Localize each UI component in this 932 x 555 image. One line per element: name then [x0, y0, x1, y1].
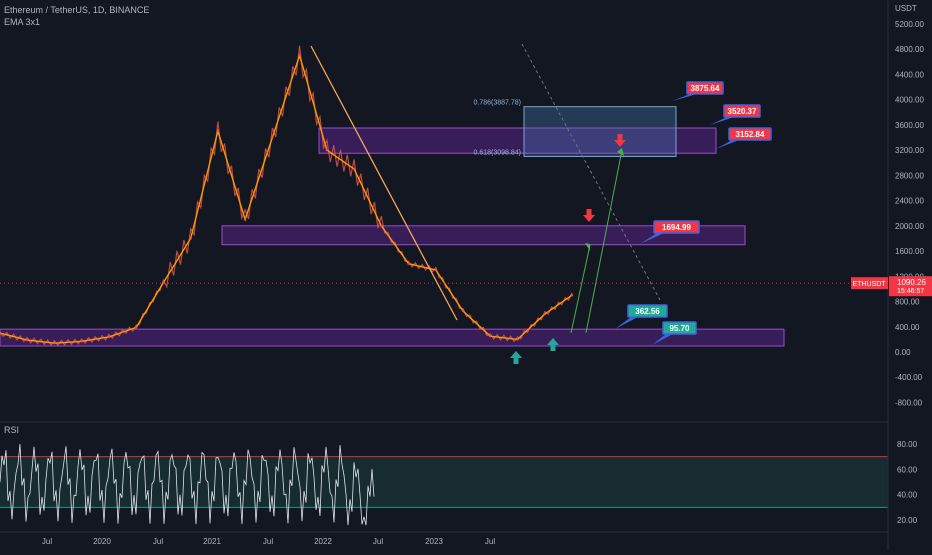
price-point	[380, 224, 383, 227]
projection-arrowhead	[617, 148, 624, 156]
time-tick-label: 2021	[203, 537, 221, 546]
fib-label: 0.618(3098.84)	[474, 149, 521, 156]
price-point	[570, 294, 574, 297]
callout-label: 1694.99	[662, 223, 691, 232]
rsi-tick-label: 80.00	[897, 440, 918, 449]
time-tick-label: 2022	[314, 537, 332, 546]
down-arrow-icon	[614, 134, 626, 147]
callout-label: 3152.84	[736, 130, 765, 139]
price-point	[243, 218, 247, 221]
rsi-tick-label: 60.00	[897, 465, 918, 474]
callout-label: 362.56	[635, 307, 660, 316]
callout-tail	[710, 117, 734, 125]
countdown-tag: 15:46:57	[897, 288, 924, 295]
price-tick-label: 1600.00	[895, 247, 924, 256]
price-tick-label: -800.00	[895, 398, 923, 407]
symbol-title: Ethereum / TetherUS, 1D, BINANCE	[4, 5, 150, 15]
price-point	[543, 312, 546, 316]
callout-box	[627, 304, 668, 318]
callout-label: 3875.64	[691, 84, 720, 93]
price-point	[0, 331, 2, 335]
price-axis-unit: USDT	[895, 4, 917, 13]
price-tick-label: 400.00	[895, 323, 920, 332]
price-point	[216, 129, 220, 133]
price-point	[461, 309, 465, 313]
projection-arrow-1	[570, 244, 591, 334]
price-tick-label: 3200.00	[895, 146, 924, 155]
price-tick-label: -400.00	[895, 373, 923, 382]
callout-box	[723, 104, 761, 118]
price-tick-label: 4400.00	[895, 70, 924, 79]
rsi-tick-label: 40.00	[897, 491, 918, 500]
indicator-label: EMA 3x1	[4, 17, 41, 27]
price-zone	[0, 328, 785, 347]
fib-box	[523, 106, 677, 157]
callout-label: 95.70	[669, 324, 690, 333]
up-arrow-icon	[547, 338, 559, 351]
rsi-band	[0, 456, 888, 508]
price-point	[107, 335, 111, 339]
callout-box	[662, 321, 697, 335]
price-point	[80, 340, 83, 343]
symbol-tag: ETHUSDT	[852, 281, 886, 288]
price-tick-label: 2000.00	[895, 222, 924, 231]
callout-tail	[615, 317, 638, 329]
down-arrow-icon	[583, 209, 595, 222]
callout-tail	[716, 140, 739, 149]
price-point	[26, 338, 29, 342]
time-tick-label: Jul	[42, 537, 52, 546]
price-point	[271, 136, 274, 139]
time-tick-label: 2020	[93, 537, 111, 546]
callout-box	[686, 81, 724, 95]
symbol-tag-bg	[851, 277, 888, 290]
price-tick-label: 800.00	[895, 298, 920, 307]
dashed-projection-line	[521, 43, 661, 301]
price-tick-label: 2800.00	[895, 171, 924, 180]
ema-line	[0, 53, 573, 344]
downtrend-line	[310, 45, 458, 321]
time-tick-label: Jul	[263, 537, 273, 546]
fib-label: 0.786(3887.78)	[474, 100, 521, 107]
price-zone	[221, 225, 746, 246]
time-tick-label: Jul	[485, 537, 495, 546]
rsi-line	[0, 444, 375, 526]
time-tick-label: 2023	[425, 537, 443, 546]
price-series-line	[0, 45, 573, 347]
current-price-tag-bg	[889, 276, 932, 297]
time-tick-label: Jul	[153, 537, 163, 546]
price-axis-bg	[888, 0, 932, 550]
price-point	[298, 54, 301, 57]
price-point	[516, 338, 519, 341]
rsi-tick-label: 20.00	[897, 516, 918, 525]
price-tick-label: 5200.00	[895, 20, 924, 29]
projection-arrow-2	[585, 149, 623, 334]
price-point	[352, 167, 356, 171]
price-point	[325, 148, 329, 152]
callout-tail	[640, 233, 664, 244]
callout-tail	[652, 334, 673, 345]
rsi-label: RSI	[4, 425, 20, 435]
price-zone	[318, 127, 717, 154]
time-tick-label: Jul	[373, 537, 383, 546]
price-point	[134, 326, 138, 329]
projection-arrowhead	[585, 243, 590, 251]
callout-label: 3520.37	[728, 107, 757, 116]
callout-tail	[672, 94, 697, 101]
price-point	[189, 237, 192, 240]
price-point	[53, 341, 56, 345]
price-tick-label: 4800.00	[895, 45, 924, 54]
current-price-tag: 1090.26	[897, 278, 926, 287]
price-tick-label: 0.00	[895, 348, 911, 357]
price-point	[434, 268, 438, 272]
price-tick-label: 4000.00	[895, 96, 924, 105]
price-point	[489, 335, 492, 338]
callout-box	[728, 127, 772, 141]
price-point	[407, 262, 410, 265]
price-tick-label: 2400.00	[895, 197, 924, 206]
callout-box	[653, 220, 700, 234]
up-arrow-icon	[510, 351, 522, 364]
price-tick-label: 3600.00	[895, 121, 924, 130]
